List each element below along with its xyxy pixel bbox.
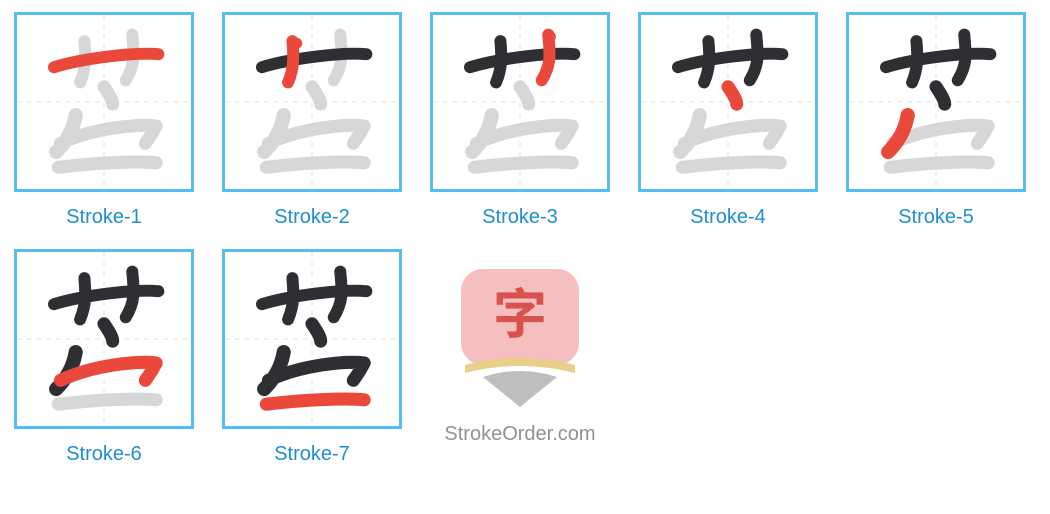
stroke-tile <box>222 249 402 429</box>
stroke-caption: Stroke-5 <box>898 206 974 229</box>
stroke-tile <box>638 12 818 192</box>
stroke-cell-5: Stroke-5 <box>846 12 1026 229</box>
stroke-tile <box>14 12 194 192</box>
stroke-cell-6: Stroke-6 <box>14 249 194 466</box>
logo-icon: 字 <box>445 259 595 409</box>
stroke-caption: Stroke-1 <box>66 206 142 229</box>
logo-cell: 字 StrokeOrder.com <box>430 249 610 466</box>
site-name: StrokeOrder.com <box>444 423 595 446</box>
stroke-caption: Stroke-3 <box>482 206 558 229</box>
logo-char: 字 <box>493 270 547 349</box>
stroke-caption: Stroke-4 <box>690 206 766 229</box>
stroke-caption: Stroke-6 <box>66 443 142 466</box>
stroke-cell-3: Stroke-3 <box>430 12 610 229</box>
stroke-tile <box>846 12 1026 192</box>
stroke-cell-1: Stroke-1 <box>14 12 194 229</box>
stroke-tile <box>222 12 402 192</box>
stroke-cell-2: Stroke-2 <box>222 12 402 229</box>
stroke-cell-4: Stroke-4 <box>638 12 818 229</box>
stroke-caption: Stroke-7 <box>274 443 350 466</box>
stroke-tile <box>430 12 610 192</box>
stroke-grid: Stroke-1 Stroke-2 Stroke-3 Stroke-4 Stro… <box>14 12 1036 466</box>
stroke-cell-7: Stroke-7 <box>222 249 402 466</box>
stroke-tile <box>14 249 194 429</box>
stroke-caption: Stroke-2 <box>274 206 350 229</box>
